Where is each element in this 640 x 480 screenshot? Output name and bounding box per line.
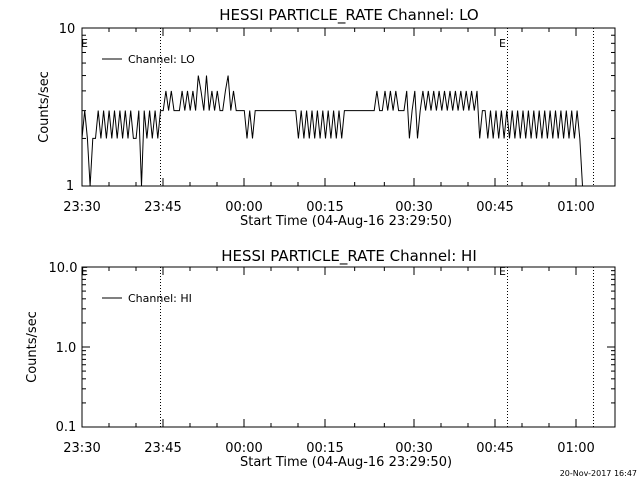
panel-hi-xtick-label: 00:15: [306, 441, 343, 456]
panel-lo-ytick-10: 10: [59, 22, 76, 37]
panel-lo-xtick-label: 01:00: [557, 200, 594, 215]
panel-hi-x-ticks: [81, 267, 577, 427]
panel-hi-legend-label: Channel: HI: [128, 292, 192, 305]
panel-lo-ytick-1: 1: [66, 179, 74, 194]
panel-lo-event-marker: E: [499, 37, 506, 50]
panel-hi-frame: [81, 266, 616, 428]
panel-lo-y-minor-ticks: [82, 27, 615, 187]
panel-lo-xtick-label: 00:45: [476, 200, 513, 215]
panel-lo-xtick-label: 00:30: [395, 200, 432, 215]
panel-hi-ytick-1: 1.0: [56, 341, 77, 356]
panel-lo-x-ticks: [81, 28, 577, 186]
panel-hi-xtick-label: 00:45: [476, 441, 513, 456]
panel-lo-xtick-label: 23:30: [63, 200, 100, 215]
panel-hi-title: HESSI PARTICLE_RATE Channel: HI: [221, 247, 477, 266]
panel-lo-xtick-label: 23:45: [144, 200, 181, 215]
panel-lo-legend-label: Channel: LO: [128, 53, 195, 66]
panel-hi: HESSI PARTICLE_RATE Channel: HI 10.0 1.0…: [25, 247, 616, 470]
panel-hi-ytick-10: 10.0: [49, 261, 78, 276]
panel-hi-event-lines: [160, 267, 594, 427]
panel-hi-ytick-0-1: 0.1: [56, 420, 77, 435]
panel-lo-ylabel: Counts/sec: [37, 71, 52, 143]
panel-hi-event-marker: E: [81, 265, 88, 278]
panel-lo: HESSI PARTICLE_RATE Channel: LO 10 1 Cou…: [37, 6, 616, 229]
panel-hi-xlabel: Start Time (04-Aug-16 23:29:50): [240, 455, 452, 470]
panel-hi-xtick-label: 01:00: [557, 441, 594, 456]
panel-lo-xtick-label: 00:00: [225, 200, 262, 215]
panel-hi-ylabel: Counts/sec: [25, 311, 40, 383]
panel-lo-frame: [81, 27, 616, 187]
panel-hi-xtick-label: 23:30: [63, 441, 100, 456]
footer-timestamp: 20-Nov-2017 16:47: [560, 469, 637, 478]
panel-lo-xlabel: Start Time (04-Aug-16 23:29:50): [240, 214, 452, 229]
panel-lo-title: HESSI PARTICLE_RATE Channel: LO: [219, 6, 478, 25]
series-line-channel-lo: [81, 75, 583, 187]
panel-lo-event-marker: E: [81, 37, 88, 50]
panel-lo-event-lines: [160, 28, 594, 186]
panel-hi-xtick-label: 00:30: [395, 441, 432, 456]
panel-hi-event-marker: E: [499, 265, 506, 278]
panel-hi-y-minor-ticks: [82, 266, 615, 428]
panel-lo-xtick-label: 00:15: [306, 200, 343, 215]
panel-hi-xtick-label: 23:45: [144, 441, 181, 456]
panel-hi-xtick-label: 00:00: [225, 441, 262, 456]
